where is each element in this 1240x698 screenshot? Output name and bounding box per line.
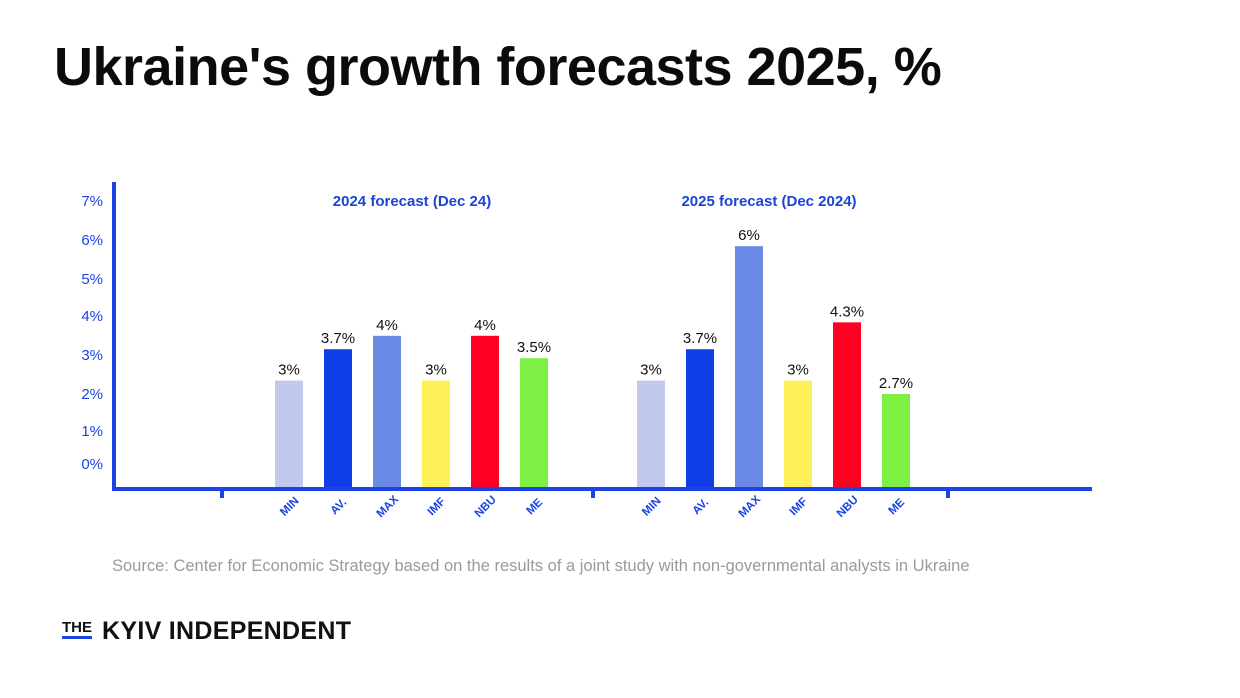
bar [275, 380, 303, 487]
bar [735, 246, 763, 487]
bar [637, 380, 665, 487]
bar [784, 380, 812, 487]
x-category-label: AV. [691, 497, 712, 518]
bar-value-label: 3% [278, 362, 300, 379]
kyiv-independent-logo: THE KYIV INDEPENDENT [62, 617, 351, 645]
x-category-label: NBU [835, 494, 861, 520]
group-label: 2025 forecast (Dec 2024) [681, 193, 856, 210]
y-tick-label: 5% [81, 271, 103, 288]
x-category-label: MIN [278, 495, 301, 518]
y-tick-label: 2% [81, 386, 103, 403]
bar-value-label: 3.7% [683, 330, 717, 347]
chart-title: Ukraine's growth forecasts 2025, % [54, 37, 942, 97]
bar [833, 322, 861, 487]
x-category-label: IMF [426, 496, 448, 518]
x-category-label: MAX [737, 493, 764, 520]
source-note: Source: Center for Economic Strategy bas… [112, 557, 970, 575]
bar [471, 335, 499, 487]
bar-value-label: 4% [474, 317, 496, 334]
y-tick-label: 7% [81, 193, 103, 210]
bar [373, 335, 401, 487]
x-category-label: MIN [640, 495, 663, 518]
y-tick-label: 4% [81, 308, 103, 325]
bar-value-label: 4% [376, 317, 398, 334]
bar [882, 394, 910, 487]
y-tick-label: 6% [81, 232, 103, 249]
bar-value-label: 4.3% [830, 303, 864, 320]
bar [686, 349, 714, 487]
x-category-label: IMF [788, 496, 810, 518]
bar-value-label: 3% [640, 362, 662, 379]
bar [520, 358, 548, 487]
bar-value-label: 3.7% [321, 330, 355, 347]
logo-name: KYIV INDEPENDENT [102, 617, 352, 645]
x-category-label: MAX [375, 493, 402, 520]
bar-value-label: 3% [425, 362, 447, 379]
x-category-label: AV. [329, 497, 350, 518]
group-label: 2024 forecast (Dec 24) [333, 193, 491, 210]
bar-value-label: 3.5% [517, 339, 551, 356]
bar-value-label: 3% [787, 362, 809, 379]
y-tick-label: 3% [81, 347, 103, 364]
bar [422, 380, 450, 487]
bar-value-label: 2.7% [879, 375, 913, 392]
x-category-label: ME [525, 496, 546, 517]
y-tick-label: 1% [81, 423, 103, 440]
y-tick-label: 0% [81, 456, 103, 473]
logo-the: THE [62, 620, 92, 639]
x-category-label: ME [887, 496, 908, 517]
x-category-label: NBU [473, 494, 499, 520]
bar [324, 349, 352, 487]
bar-value-label: 6% [738, 227, 760, 244]
